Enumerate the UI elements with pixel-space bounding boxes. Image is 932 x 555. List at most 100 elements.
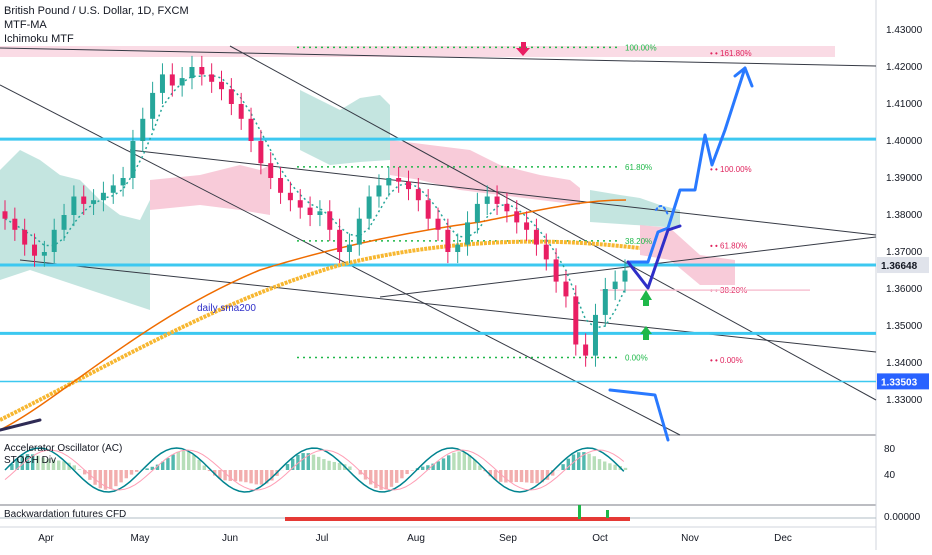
ac-bar: [608, 463, 611, 470]
candle-body: [298, 200, 303, 207]
price-tick-label: 1.39000: [886, 173, 923, 184]
candle-body: [386, 178, 391, 185]
ac-bar: [119, 470, 122, 482]
fib-ext-label: • • 100.00%: [710, 165, 752, 174]
candle-body: [52, 230, 57, 252]
candle-body: [416, 189, 421, 200]
price-tick-label: 1.37000: [886, 247, 923, 258]
fib-ext-label: • • 161.80%: [710, 49, 752, 58]
ac-bar: [177, 452, 180, 470]
candle: [465, 211, 470, 255]
symbol-title[interactable]: British Pound / U.S. Dollar, 1D, FXCM: [4, 5, 189, 17]
ac-bar: [327, 461, 330, 470]
candle: [180, 67, 185, 97]
candle: [160, 63, 165, 104]
candle: [583, 333, 588, 366]
price-badge-label: 1.36648: [881, 261, 918, 272]
price-axis[interactable]: 1.430001.420001.410001.400001.390001.380…: [886, 25, 923, 406]
ac-bar: [442, 458, 445, 470]
candle-body: [573, 296, 578, 344]
ac-bar: [348, 466, 351, 470]
ac-bar: [509, 470, 512, 482]
candle-body: [101, 193, 106, 200]
candle-body: [376, 185, 381, 196]
candle-body: [239, 104, 244, 119]
candle: [514, 200, 519, 233]
candle-body: [396, 178, 401, 182]
candle-body: [209, 74, 214, 81]
ac-bar: [260, 470, 263, 485]
ac-bar: [322, 459, 325, 470]
price-tick-label: 1.43000: [886, 25, 923, 36]
indicator-mtf-ma[interactable]: MTF-MA: [4, 19, 47, 31]
ac-bar: [452, 453, 455, 470]
ac-bar: [499, 470, 502, 482]
candle-body: [504, 204, 509, 211]
ac-bar: [603, 462, 606, 470]
ac-bar: [234, 470, 237, 481]
ac-bar: [130, 470, 133, 475]
ac-bar: [312, 455, 315, 470]
fib-level-label: 38.20%: [625, 237, 652, 246]
price-badge-label: 1.33503: [881, 377, 918, 388]
stoch-div-title[interactable]: STOCH Div: [4, 455, 56, 466]
candle-body: [12, 219, 17, 230]
candle-body: [583, 345, 588, 356]
candle-body: [3, 211, 8, 218]
backwardation-title[interactable]: Backwardation futures CFD: [4, 509, 126, 520]
candle: [209, 63, 214, 93]
candle: [150, 82, 155, 130]
candle: [436, 208, 441, 241]
candle: [140, 108, 145, 152]
ac-bar: [171, 455, 174, 470]
ac-bar: [145, 468, 148, 470]
ac-bar: [182, 451, 185, 470]
candle: [229, 78, 234, 115]
candle-body: [603, 289, 608, 315]
indicator-ichimoku[interactable]: Ichimoku MTF: [4, 33, 74, 45]
ac-bar: [249, 470, 252, 483]
ac-oscillator-panel: [5, 448, 627, 492]
ac-bar: [525, 470, 528, 482]
candle-body: [563, 282, 568, 297]
ac-bar: [99, 470, 102, 488]
candle-body: [249, 119, 254, 141]
time-tick-label: Dec: [774, 533, 792, 544]
candle: [170, 63, 175, 96]
ac-bar: [369, 470, 372, 484]
ac-bar: [135, 470, 138, 472]
candle: [121, 167, 126, 197]
ac-bar: [457, 452, 460, 470]
candle-body: [199, 67, 204, 74]
ac-bar: [587, 454, 590, 470]
ac-bar: [93, 470, 96, 485]
candle-body: [465, 222, 470, 244]
candle-body: [426, 200, 431, 219]
ac-bar: [187, 452, 190, 470]
candle-body: [445, 230, 450, 252]
candle-body: [554, 259, 559, 281]
time-tick-label: Jun: [222, 533, 238, 544]
candle-body: [347, 245, 352, 252]
candle-body: [22, 230, 27, 245]
ac-panel-title[interactable]: Accelerator Oscillator (AC): [4, 443, 122, 454]
ac-bar: [57, 461, 60, 470]
candle: [455, 234, 460, 264]
time-tick-label: Nov: [681, 533, 699, 544]
price-tick-label: 1.36000: [886, 284, 923, 295]
candle-body: [524, 222, 529, 229]
candle: [317, 200, 322, 226]
fib-level-label: 0.00%: [625, 353, 648, 362]
candle: [219, 71, 224, 101]
ac-bar: [255, 470, 258, 484]
candle-body: [544, 245, 549, 260]
candle-body: [91, 200, 96, 204]
candle-body: [485, 197, 490, 204]
candle-body: [534, 230, 539, 245]
candle-body: [150, 93, 155, 119]
candle-body: [258, 141, 263, 163]
candle-body: [436, 219, 441, 230]
